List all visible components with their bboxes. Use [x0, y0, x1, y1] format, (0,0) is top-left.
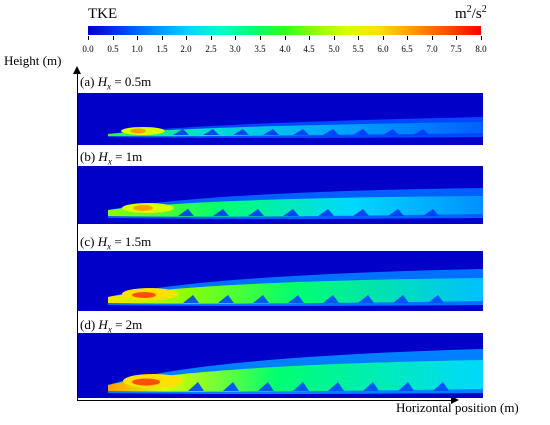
tke-contour-panel-b: [78, 166, 483, 224]
colorbar-tick: [285, 36, 286, 40]
panel-label-c: (c) Hx = 1.5m: [80, 234, 152, 252]
panel-label-b: (b) Hx = 1m: [80, 149, 143, 167]
panel-label-d: (d) Hx = 2m: [80, 317, 143, 335]
colorbar-tick-label: 5.0: [328, 44, 340, 54]
colorbar-tick-label: 3.0: [229, 44, 241, 54]
tke-contour-panel-d: [78, 333, 483, 398]
colorbar-tick-label: 5.5: [352, 44, 364, 54]
x-axis-title: Horizontal position (m): [396, 400, 519, 415]
colorbar-tick: [432, 36, 433, 40]
colorbar-tick: [383, 36, 384, 40]
tke-contour-panel-a: [78, 93, 483, 145]
colorbar-tick: [358, 36, 359, 40]
colorbar-tick: [113, 36, 114, 40]
y-axis-title: Height (m): [4, 53, 62, 68]
colorbar-unit: m2/s2: [455, 4, 487, 22]
tke-contour-panel-c: [78, 251, 483, 311]
colorbar-tick: [481, 36, 482, 40]
colorbar-tick-label: 0.5: [107, 44, 119, 54]
colorbar-tick: [162, 36, 163, 40]
colorbar-tick: [186, 36, 187, 40]
colorbar-tick: [211, 36, 212, 40]
colorbar-tick-label: 0.0: [82, 44, 94, 54]
colorbar-tick-label: 8.0: [475, 44, 487, 54]
colorbar-tick-label: 6.0: [377, 44, 389, 54]
colorbar-tick-label: 3.5: [254, 44, 266, 54]
panel-label-a: (a) Hx = 0.5m: [80, 74, 152, 92]
colorbar-tick: [407, 36, 408, 40]
colorbar-tick-label: 1.5: [156, 44, 168, 54]
colorbar-tick: [137, 36, 138, 40]
colorbar-tick: [235, 36, 236, 40]
x-axis-line: [77, 400, 455, 401]
colorbar-tick: [456, 36, 457, 40]
colorbar-tick-label: 2.0: [180, 44, 192, 54]
y-axis-line: [77, 70, 78, 401]
colorbar-tick-label: 7.5: [450, 44, 462, 54]
colorbar-tick-label: 1.0: [131, 44, 143, 54]
colorbar-tick-label: 6.5: [401, 44, 413, 54]
colorbar-tick: [309, 36, 310, 40]
colorbar-tick-label: 2.5: [205, 44, 217, 54]
colorbar-title: TKE: [88, 6, 118, 22]
colorbar: [88, 26, 481, 35]
colorbar-tick: [334, 36, 335, 40]
colorbar-tick-label: 7.0: [426, 44, 438, 54]
x-axis-arrow: [451, 396, 459, 404]
colorbar-tick-label: 4.5: [303, 44, 315, 54]
colorbar-tick-label: 4.0: [279, 44, 291, 54]
colorbar-tick: [260, 36, 261, 40]
colorbar-tick: [88, 36, 89, 40]
y-axis-arrow: [73, 66, 81, 74]
